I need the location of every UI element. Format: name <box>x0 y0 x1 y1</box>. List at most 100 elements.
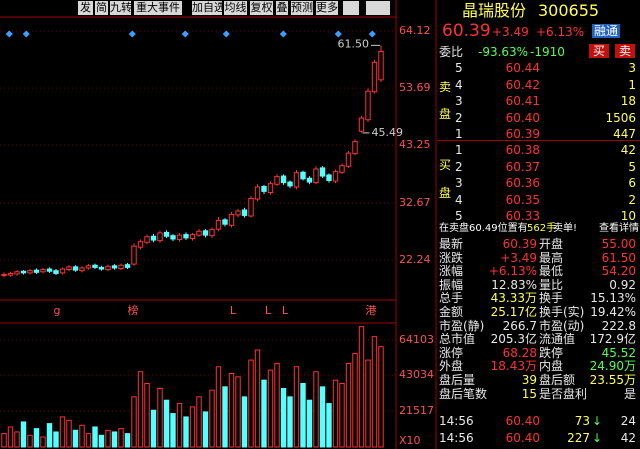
stat-label: 量比 <box>539 277 564 292</box>
level: 2 <box>455 110 463 125</box>
toolbar-button[interactable]: 九转 <box>110 1 132 15</box>
level-volume: 6 <box>628 176 636 190</box>
level-price: 60.42 <box>505 77 540 92</box>
event-marker: L <box>282 304 289 317</box>
event-icon <box>279 30 287 38</box>
level-volume: 1 <box>628 77 636 92</box>
stat-label: 市盈(动) <box>539 318 585 333</box>
stat-label: 盘后量 <box>439 373 476 387</box>
candle-body <box>241 209 248 216</box>
volume-bar <box>222 386 228 448</box>
stat-label: 盘后额 <box>539 373 576 387</box>
candle-body <box>40 269 46 273</box>
toolbar-button[interactable]: 重大事件 <box>134 1 182 15</box>
candle-body <box>157 232 163 242</box>
level-volume: 3 <box>628 61 636 75</box>
toolbar-button[interactable]: 更多 <box>316 1 338 15</box>
volume-bar <box>27 434 33 448</box>
stat-label: 开盘 <box>539 237 564 251</box>
stat-value: 是 <box>623 386 636 401</box>
trade-volume: 227 <box>567 431 590 445</box>
y-tick-label: 43.25 <box>399 138 431 151</box>
toolbar-button[interactable]: 叠 <box>276 1 288 15</box>
candle-body <box>306 177 313 183</box>
candle-body <box>137 241 144 248</box>
notice: 562手 <box>527 223 557 234</box>
toolbar-button[interactable]: 简 <box>95 1 108 15</box>
candle-body <box>92 264 98 268</box>
candle-body <box>72 266 79 271</box>
volume-bar <box>378 346 384 448</box>
toolbar-icon[interactable] <box>343 1 359 15</box>
notice: 在卖盘60.49位置有 <box>439 223 528 234</box>
sell-button[interactable]: 卖 <box>615 44 636 58</box>
level-price: 60.44 <box>505 61 540 75</box>
candle-body <box>280 175 287 184</box>
level-price: 60.41 <box>505 94 540 108</box>
stat-label: 金额 <box>439 305 464 319</box>
side-label: 盘 <box>439 107 452 121</box>
buy-button[interactable]: 买 <box>589 44 610 58</box>
candle-body <box>59 268 66 274</box>
toolbar-button[interactable]: 复权 <box>250 1 273 15</box>
toolbar-button[interactable]: 均线 <box>224 1 247 15</box>
volume-bar <box>365 359 371 448</box>
volume-bar <box>254 349 261 448</box>
stat-value: 43.33万 <box>490 291 537 306</box>
volume-bar <box>150 409 157 448</box>
event-icon <box>22 30 30 38</box>
stat-value: +3.49 <box>500 250 537 265</box>
stat-label: 总市值 <box>439 332 476 347</box>
annotation: 45.49 <box>372 126 404 139</box>
candle-body <box>14 271 20 275</box>
candle-body <box>345 152 352 167</box>
stat-label: 外盘 <box>439 359 464 374</box>
side-label: 买 <box>439 158 452 172</box>
side-label: 卖 <box>439 80 452 94</box>
level-volume: 10 <box>620 209 636 223</box>
level-price: 60.36 <box>505 176 540 190</box>
volume-bar <box>7 426 14 448</box>
stat-label: 市盈(静) <box>439 318 485 333</box>
candle-body <box>313 168 319 184</box>
candle-body <box>261 185 267 192</box>
volume-bar <box>235 376 241 448</box>
candle-body <box>254 186 261 200</box>
notice-link[interactable]: 查看详情 <box>599 223 639 234</box>
stat-label: 涨幅 <box>439 264 464 279</box>
diff: -1910 <box>530 45 565 59</box>
toolbar-button[interactable]: 发 <box>78 1 93 15</box>
volume-bar <box>33 428 40 448</box>
toolbar-button[interactable]: 预测 <box>291 1 313 15</box>
level: 3 <box>455 94 463 108</box>
stat-value: 266.7 <box>502 318 537 333</box>
candle-body <box>287 181 293 187</box>
event-marker: L <box>230 304 237 317</box>
stat-label: 内盘 <box>539 359 564 374</box>
toolbar-button[interactable]: 加自选 <box>192 1 225 15</box>
stat-value: 61.50 <box>601 250 636 265</box>
candle-body <box>183 234 189 239</box>
volume-bar <box>14 431 20 448</box>
candle-body <box>365 90 371 121</box>
volume-bar <box>202 411 209 448</box>
stat-value: +6.13% <box>488 264 537 279</box>
level-volume: 18 <box>620 94 636 108</box>
candle-body <box>228 213 235 226</box>
candle-body <box>20 270 27 274</box>
candle-body <box>371 61 378 93</box>
separator <box>437 140 640 141</box>
toolbar-icon[interactable] <box>366 1 390 15</box>
candle-body <box>300 171 306 180</box>
volume-bar <box>313 371 319 448</box>
candle-body <box>98 266 105 270</box>
event-marker: L <box>265 304 272 317</box>
volume-bar <box>215 366 222 448</box>
candle-body <box>209 229 215 237</box>
candle-body <box>267 183 274 193</box>
trade-time: 14:56 <box>439 414 474 428</box>
volume-bar <box>248 359 254 448</box>
stat-label: 盘后笔数 <box>439 386 488 401</box>
stat-label: 换手(实) <box>539 305 585 319</box>
